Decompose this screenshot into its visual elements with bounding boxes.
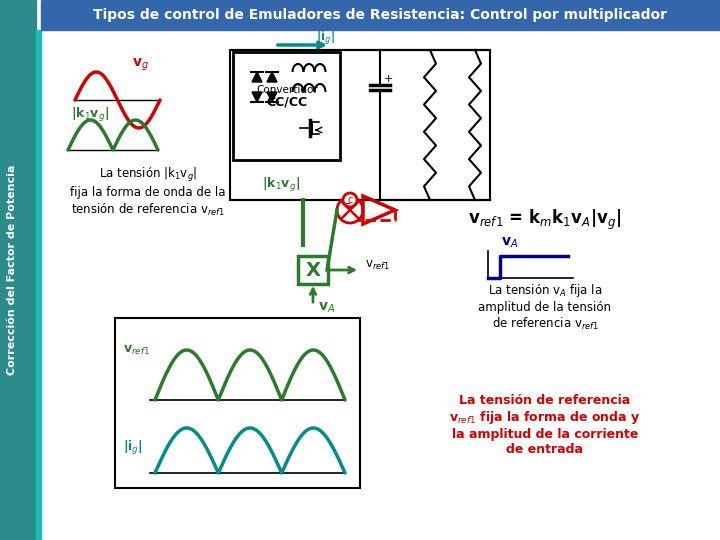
Polygon shape xyxy=(267,92,277,102)
Circle shape xyxy=(337,197,363,223)
Text: CC/CC: CC/CC xyxy=(266,96,307,109)
Circle shape xyxy=(343,193,357,207)
Bar xyxy=(115,318,360,488)
Text: v$_A$: v$_A$ xyxy=(501,235,518,250)
Text: v$_{ref1}$: v$_{ref1}$ xyxy=(365,259,390,272)
Text: Tipos de control de Emuladores de Resistencia: Control por multiplicador: Tipos de control de Emuladores de Resist… xyxy=(93,8,667,22)
Text: La tensión v$_A$ fija la
amplitud de la tensión
de referencia v$_{ref1}$: La tensión v$_A$ fija la amplitud de la … xyxy=(479,282,611,332)
Text: v$_g$: v$_g$ xyxy=(132,57,148,73)
Bar xyxy=(0,0,36,540)
Polygon shape xyxy=(267,72,277,82)
Bar xyxy=(36,30,41,540)
Text: c: c xyxy=(347,195,353,205)
Bar xyxy=(233,52,340,160)
Text: v$_A$: v$_A$ xyxy=(318,301,336,315)
Text: v$_{ref1}$ = k$_m$k$_1$v$_A$|v$_g$|: v$_{ref1}$ = k$_m$k$_1$v$_A$|v$_g$| xyxy=(469,208,621,232)
Polygon shape xyxy=(252,72,262,82)
Text: −: − xyxy=(341,198,351,211)
Text: v$_{ref1}$: v$_{ref1}$ xyxy=(123,343,150,356)
Bar xyxy=(41,0,720,30)
Text: +: + xyxy=(384,74,393,84)
Bar xyxy=(230,50,490,200)
FancyBboxPatch shape xyxy=(298,256,328,284)
Text: |i$_g$|: |i$_g$| xyxy=(123,439,143,457)
Text: |i$_g$|: |i$_g$| xyxy=(315,29,334,47)
Text: La tensión |k$_1$v$_g$|
fija la forma de onda de la
tensión de referencia v$_{re: La tensión |k$_1$v$_g$| fija la forma de… xyxy=(71,166,226,218)
Text: Convertidor: Convertidor xyxy=(256,85,318,95)
Text: |k$_1$v$_g$|: |k$_1$v$_g$| xyxy=(71,106,109,124)
Text: Corrección del Factor de Potencia: Corrección del Factor de Potencia xyxy=(7,165,17,375)
Text: La tensión de referencia
v$_{ref1}$ fija la forma de onda y
la amplitud de la co: La tensión de referencia v$_{ref1}$ fija… xyxy=(449,394,641,456)
Text: |k$_1$v$_g$|: |k$_1$v$_g$| xyxy=(262,176,300,194)
Polygon shape xyxy=(252,92,262,102)
Text: X: X xyxy=(305,260,320,280)
